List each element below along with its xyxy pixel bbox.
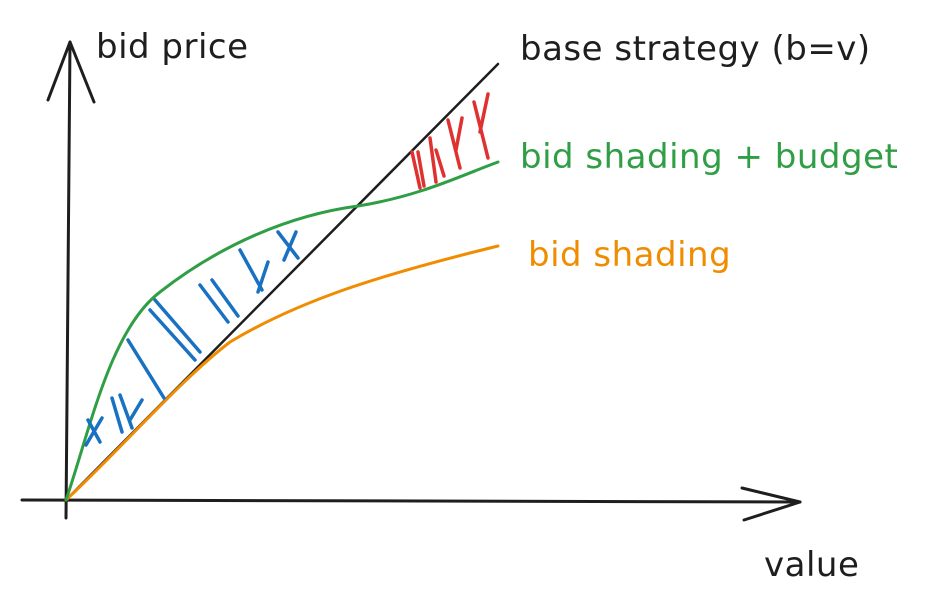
- bid-shading-budget-curve: [64, 160, 500, 502]
- y-axis-line: [64, 40, 72, 520]
- x-axis-arrowhead: [740, 486, 802, 522]
- y-axis-arrowhead: [46, 40, 96, 104]
- y-axis: [46, 40, 96, 520]
- bid-shading-label: bid shading: [528, 235, 732, 275]
- overbid-hatching: [410, 92, 490, 190]
- x-axis-line: [20, 498, 802, 504]
- x-axis-label: value: [764, 545, 860, 585]
- bid-shading-budget-label: bid shading + budget: [520, 137, 899, 177]
- bid-shading-curve: [64, 244, 500, 502]
- x-axis: [20, 486, 802, 522]
- base-strategy-label: base strategy (b=v): [520, 29, 871, 69]
- underbid-hatching: [84, 230, 300, 447]
- y-axis-label: bid price: [96, 27, 249, 67]
